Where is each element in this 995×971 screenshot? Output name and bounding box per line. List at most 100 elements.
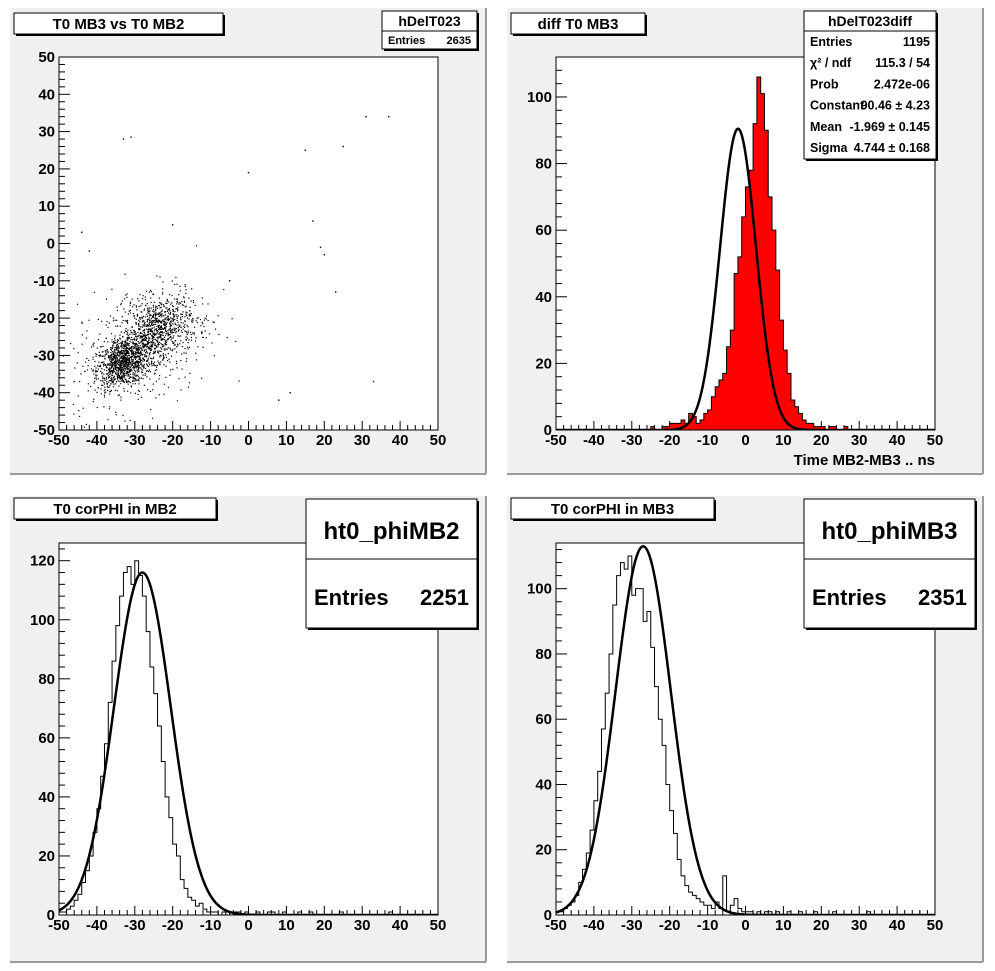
scatter-point <box>238 380 240 382</box>
scatter-point <box>117 367 119 369</box>
scatter-point <box>153 330 155 332</box>
x-tick-label: -10 <box>200 917 222 934</box>
scatter-point <box>172 329 174 331</box>
scatter-point <box>186 332 188 334</box>
scatter-point <box>135 371 137 373</box>
scatter-point <box>116 339 119 341</box>
scatter-point <box>109 368 111 370</box>
scatter-point <box>147 365 150 367</box>
scatter-point <box>119 378 122 380</box>
scatter-point <box>110 389 112 392</box>
scatter-point <box>123 369 125 371</box>
scatter-point <box>153 301 155 303</box>
scatter-point <box>111 341 113 343</box>
scatter-point <box>116 354 118 356</box>
scatter-point <box>72 403 74 406</box>
scatter-point <box>142 360 144 362</box>
scatter-point <box>167 330 169 332</box>
scatter-point <box>124 355 126 357</box>
scatter-point <box>113 356 115 358</box>
scatter-point <box>131 347 133 349</box>
scatter-point <box>111 339 113 341</box>
scatter-point <box>129 376 131 378</box>
scatter-point <box>189 315 191 317</box>
scatter-point <box>205 318 207 320</box>
scatter-point <box>116 369 118 371</box>
scatter-point <box>123 354 125 356</box>
scatter-point <box>172 319 174 322</box>
scatter-point <box>99 346 102 348</box>
scatter-point <box>116 345 118 347</box>
scatter-point <box>138 357 140 359</box>
scatter-point <box>117 367 119 369</box>
scatter-point <box>84 370 86 373</box>
scatter-point <box>121 316 123 318</box>
scatter-point <box>110 379 112 382</box>
scatter-point <box>151 338 153 340</box>
scatter-point <box>117 380 119 382</box>
stats-name: ht0_phiMB3 <box>821 518 957 545</box>
scatter-point <box>168 318 170 321</box>
scatter-point <box>146 323 148 326</box>
scatter-point <box>113 363 115 365</box>
scatter-point <box>162 354 165 356</box>
scatter-point <box>108 407 110 410</box>
scatter-point <box>165 323 168 325</box>
scatter-point <box>119 325 121 327</box>
x-tick-label: -10 <box>697 917 719 934</box>
scatter-point <box>105 378 108 380</box>
scatter-point <box>162 291 164 293</box>
scatter-point <box>312 220 314 222</box>
scatter-point <box>119 363 122 365</box>
scatter-point <box>166 338 168 340</box>
scatter-point <box>117 363 119 365</box>
scatter-point <box>113 379 115 381</box>
scatter-point <box>120 362 122 364</box>
scatter-point <box>163 324 165 326</box>
scatter-point <box>184 326 186 328</box>
scatter-point <box>158 362 160 364</box>
scatter-point <box>167 319 170 322</box>
scatter-point <box>131 360 133 362</box>
scatter-point <box>130 353 133 355</box>
scatter-point <box>113 340 115 343</box>
scatter-point <box>178 293 180 296</box>
scatter-point <box>137 349 139 352</box>
scatter-point <box>125 348 128 350</box>
scatter-point <box>184 316 186 318</box>
scatter-point <box>190 300 192 302</box>
x-tick-label: 10 <box>775 432 792 449</box>
scatter-point <box>180 335 182 337</box>
scatter-point <box>111 359 113 361</box>
x-tick-label: -40 <box>583 432 605 449</box>
x-tick-label: 50 <box>430 432 447 449</box>
scatter-point <box>122 319 124 322</box>
scatter-point <box>140 363 143 365</box>
scatter-point <box>121 370 123 372</box>
scatter-point <box>137 324 140 326</box>
scatter-point <box>101 355 104 358</box>
scatter-point <box>127 339 129 341</box>
scatter-point <box>145 356 147 358</box>
scatter-point <box>125 294 127 296</box>
scatter-point <box>111 288 113 290</box>
scatter-point <box>130 386 133 388</box>
scatter-point <box>116 306 118 308</box>
x-tick-label: -20 <box>162 917 184 934</box>
scatter-point <box>160 338 162 340</box>
scatter-point <box>139 359 142 362</box>
scatter-point <box>122 362 125 365</box>
scatter-point <box>94 360 96 363</box>
scatter-point <box>110 363 112 366</box>
scatter-point <box>135 338 138 341</box>
scatter-point <box>149 337 151 339</box>
y-tick-label: 0 <box>544 422 552 439</box>
scatter-point <box>152 320 154 322</box>
scatter-point <box>188 339 190 341</box>
scatter-point <box>159 276 161 278</box>
scatter-point <box>131 358 133 360</box>
scatter-point <box>155 323 157 325</box>
scatter-point <box>136 338 138 340</box>
scatter-point <box>149 321 151 324</box>
scatter-point <box>192 321 194 323</box>
